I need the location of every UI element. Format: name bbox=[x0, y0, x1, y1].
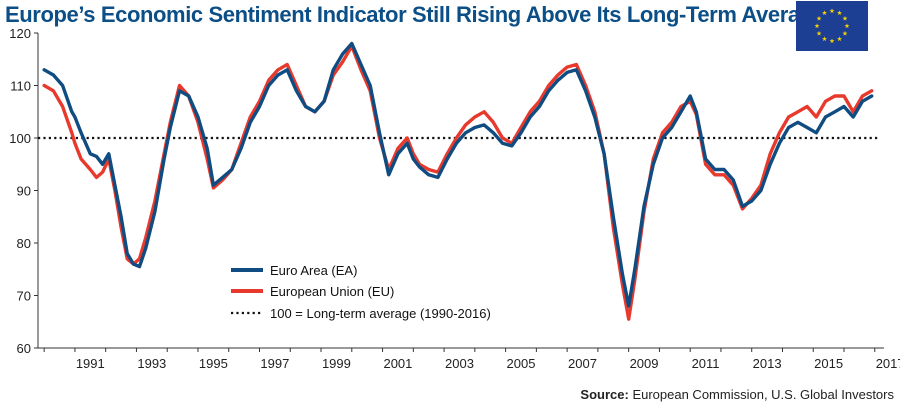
source-label: Source: bbox=[580, 387, 629, 402]
chart-title: Europe’s Economic Sentiment Indicator St… bbox=[5, 2, 825, 27]
flag-star bbox=[822, 10, 827, 16]
y-tick-label: 110 bbox=[10, 79, 31, 94]
legend: Euro Area (EA) European Union (EU) 100 =… bbox=[231, 263, 491, 321]
legend-label-reference: 100 = Long-term average (1990-2016) bbox=[270, 306, 491, 321]
x-tick-label: 2011 bbox=[692, 356, 720, 371]
x-tick-label: 1993 bbox=[137, 356, 166, 371]
x-tick-label: 1997 bbox=[260, 356, 289, 371]
flag-star bbox=[822, 36, 827, 42]
x-tick-label: 2017 bbox=[876, 356, 900, 371]
flag-star bbox=[829, 38, 835, 44]
series-line-eu bbox=[42, 44, 874, 321]
flag-star bbox=[816, 30, 822, 36]
flag-star bbox=[837, 36, 842, 42]
flag-star bbox=[842, 15, 848, 21]
source-note: Source: European Commission, U.S. Global… bbox=[580, 387, 894, 402]
series-layer bbox=[42, 41, 874, 321]
legend-label-eu: European Union (EU) bbox=[270, 284, 394, 299]
x-tick-group: 1991 1993 1995 1997 1999 2001 2003 2005 2007 2009… bbox=[43, 348, 900, 371]
flag-star bbox=[829, 8, 835, 14]
x-tick-label: 2013 bbox=[753, 356, 782, 371]
x-tick-label: 1999 bbox=[322, 356, 351, 371]
y-tick-group: 60 70 80 90 100 110 120 bbox=[9, 26, 38, 356]
eu-flag-icon bbox=[796, 1, 868, 51]
flag-star bbox=[816, 15, 822, 21]
y-tick-label: 60 bbox=[17, 341, 31, 356]
x-tick-label: 2005 bbox=[507, 356, 536, 371]
x-tick-label: 2003 bbox=[445, 356, 474, 371]
y-tick-label: 120 bbox=[9, 26, 31, 41]
x-tick-label: 2015 bbox=[814, 356, 843, 371]
series-line-ea bbox=[42, 41, 874, 308]
x-tick-label: 1995 bbox=[199, 356, 228, 371]
flag-star bbox=[814, 23, 820, 29]
x-tick-label: 2001 bbox=[383, 356, 412, 371]
x-tick-label: 1991 bbox=[76, 356, 105, 371]
legend-label-ea: Euro Area (EA) bbox=[270, 263, 357, 278]
flag-star bbox=[837, 10, 842, 16]
y-tick-label: 80 bbox=[17, 236, 31, 251]
y-tick-label: 70 bbox=[17, 289, 31, 304]
flag-star bbox=[844, 23, 850, 29]
x-tick-label: 2009 bbox=[630, 356, 659, 371]
source-text: European Commission, U.S. Global Investo… bbox=[632, 387, 894, 402]
y-tick-label: 90 bbox=[17, 184, 31, 199]
y-tick-label: 100 bbox=[9, 131, 31, 146]
x-tick-label: 2007 bbox=[568, 356, 597, 371]
flag-star bbox=[842, 30, 848, 36]
